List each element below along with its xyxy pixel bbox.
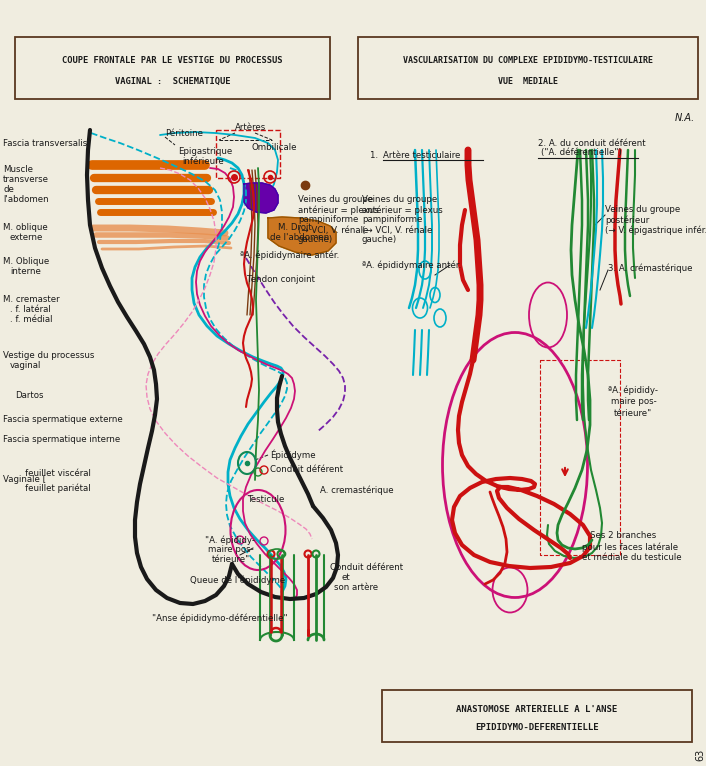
Text: COUPE FRONTALE PAR LE VESTIGE DU PROCESSUS: COUPE FRONTALE PAR LE VESTIGE DU PROCESS…	[62, 56, 282, 65]
Text: ªA. épididymaire antér.: ªA. épididymaire antér.	[362, 260, 461, 270]
Text: et médiale du testicule: et médiale du testicule	[582, 554, 681, 562]
Text: VUE  MEDIALE: VUE MEDIALE	[498, 77, 558, 86]
Text: N.A.: N.A.	[675, 113, 695, 123]
Text: l'abdomen: l'abdomen	[3, 195, 49, 205]
Text: Fascia transversalis: Fascia transversalis	[3, 139, 88, 148]
Text: externe: externe	[10, 234, 43, 243]
Text: postérieur: postérieur	[605, 215, 650, 224]
Text: Veines du groupe: Veines du groupe	[362, 195, 437, 205]
Text: Ses 2 branches: Ses 2 branches	[590, 531, 657, 539]
Text: maire pos-: maire pos-	[611, 398, 657, 407]
Bar	[382, 690, 692, 742]
Text: M. Droit: M. Droit	[278, 224, 312, 233]
Text: EPIDIDYMO-DEFERENTIELLE: EPIDIDYMO-DEFERENTIELLE	[475, 723, 599, 732]
Text: et: et	[342, 574, 351, 582]
Text: Artères: Artères	[235, 123, 266, 133]
Text: Péritoine: Péritoine	[165, 129, 203, 138]
Text: de: de	[3, 185, 14, 195]
Text: Vestige du processus: Vestige du processus	[3, 351, 95, 359]
Text: "A. épididy-: "A. épididy-	[205, 535, 255, 545]
Text: "Anse épididymo-déférentielle": "Anse épididymo-déférentielle"	[152, 614, 287, 623]
Text: M. Oblique: M. Oblique	[3, 257, 49, 267]
Text: térieure": térieure"	[614, 410, 652, 418]
Text: transverse: transverse	[3, 175, 49, 185]
Text: son artère: son artère	[334, 584, 378, 592]
Text: gauche): gauche)	[298, 235, 333, 244]
Text: Conduit déférent: Conduit déférent	[330, 564, 403, 572]
Text: feuillet pariétal: feuillet pariétal	[25, 483, 90, 493]
Text: ªA. épididymaire antér.: ªA. épididymaire antér.	[240, 250, 340, 260]
Text: interne: interne	[10, 267, 41, 277]
Text: Veines du groupe: Veines du groupe	[298, 195, 373, 205]
Text: Muscle: Muscle	[3, 165, 33, 175]
Bar	[358, 37, 698, 99]
Text: Artère testiculaire: Artère testiculaire	[383, 150, 460, 159]
Text: Ombilicale: Ombilicale	[251, 143, 297, 152]
Polygon shape	[268, 217, 336, 255]
Text: vaginal: vaginal	[10, 361, 42, 369]
Text: M. cremaster: M. cremaster	[3, 296, 59, 305]
Text: M. oblique: M. oblique	[3, 224, 48, 233]
Text: pampiniforme: pampiniforme	[362, 215, 422, 224]
Text: Epigastrique: Epigastrique	[178, 148, 232, 156]
Polygon shape	[244, 183, 278, 213]
Text: Dartos: Dartos	[15, 391, 44, 400]
Text: (→ V. épigastrique infér.: (→ V. épigastrique infér.	[605, 225, 706, 234]
Text: 3. A. crémastérique: 3. A. crémastérique	[608, 264, 693, 273]
Text: ANASTOMOSE ARTERIELLE A L'ANSE: ANASTOMOSE ARTERIELLE A L'ANSE	[456, 705, 618, 714]
Text: VASCULARISATION DU COMPLEXE EPIDIDYMO-TESTICULAIRE: VASCULARISATION DU COMPLEXE EPIDIDYMO-TE…	[403, 56, 653, 65]
Text: antérieur = plexus: antérieur = plexus	[298, 205, 378, 214]
Text: Tendon conjoint: Tendon conjoint	[247, 276, 315, 284]
Text: gauche): gauche)	[362, 235, 397, 244]
Text: 2. A. du conduit déférent: 2. A. du conduit déférent	[538, 139, 645, 148]
Text: térieure": térieure"	[212, 555, 250, 565]
Text: 63: 63	[695, 749, 705, 761]
Text: (→ VCI, V. rénale: (→ VCI, V. rénale	[362, 225, 432, 234]
Bar	[15, 37, 330, 99]
Text: maire pos-: maire pos-	[208, 545, 253, 555]
Text: A. cremastérique: A. cremastérique	[320, 485, 394, 495]
Text: inférieure: inférieure	[182, 158, 224, 166]
Text: Queue de l'épididyme: Queue de l'épididyme	[190, 575, 285, 584]
Text: VAGINAL :  SCHEMATIQUE: VAGINAL : SCHEMATIQUE	[115, 77, 230, 86]
Text: 1.: 1.	[370, 150, 381, 159]
Text: antérieur = plexus: antérieur = plexus	[362, 205, 443, 214]
Text: Vaginale [: Vaginale [	[3, 476, 46, 485]
Text: pour les faces latérale: pour les faces latérale	[582, 542, 678, 552]
Text: ("A. déférentielle"): ("A. déférentielle")	[541, 149, 622, 158]
Text: Épididyme: Épididyme	[270, 450, 316, 460]
Text: . f. latéral: . f. latéral	[10, 306, 51, 315]
Text: Veines du groupe: Veines du groupe	[605, 205, 681, 214]
Text: ªA. épididy-: ªA. épididy-	[608, 385, 658, 394]
Text: Conduit déférent: Conduit déférent	[270, 466, 343, 474]
Text: pampiniforme: pampiniforme	[298, 215, 359, 224]
Text: feuillet viscéral: feuillet viscéral	[25, 469, 91, 477]
Text: Fascia spermatique interne: Fascia spermatique interne	[3, 436, 120, 444]
Text: de l'abdomen: de l'abdomen	[270, 234, 329, 243]
Text: (→ VCI, V. rénale: (→ VCI, V. rénale	[298, 225, 369, 234]
Text: Testicule: Testicule	[248, 496, 285, 505]
Text: . f. médial: . f. médial	[10, 316, 52, 325]
Text: Fascia spermatique externe: Fascia spermatique externe	[3, 415, 123, 424]
